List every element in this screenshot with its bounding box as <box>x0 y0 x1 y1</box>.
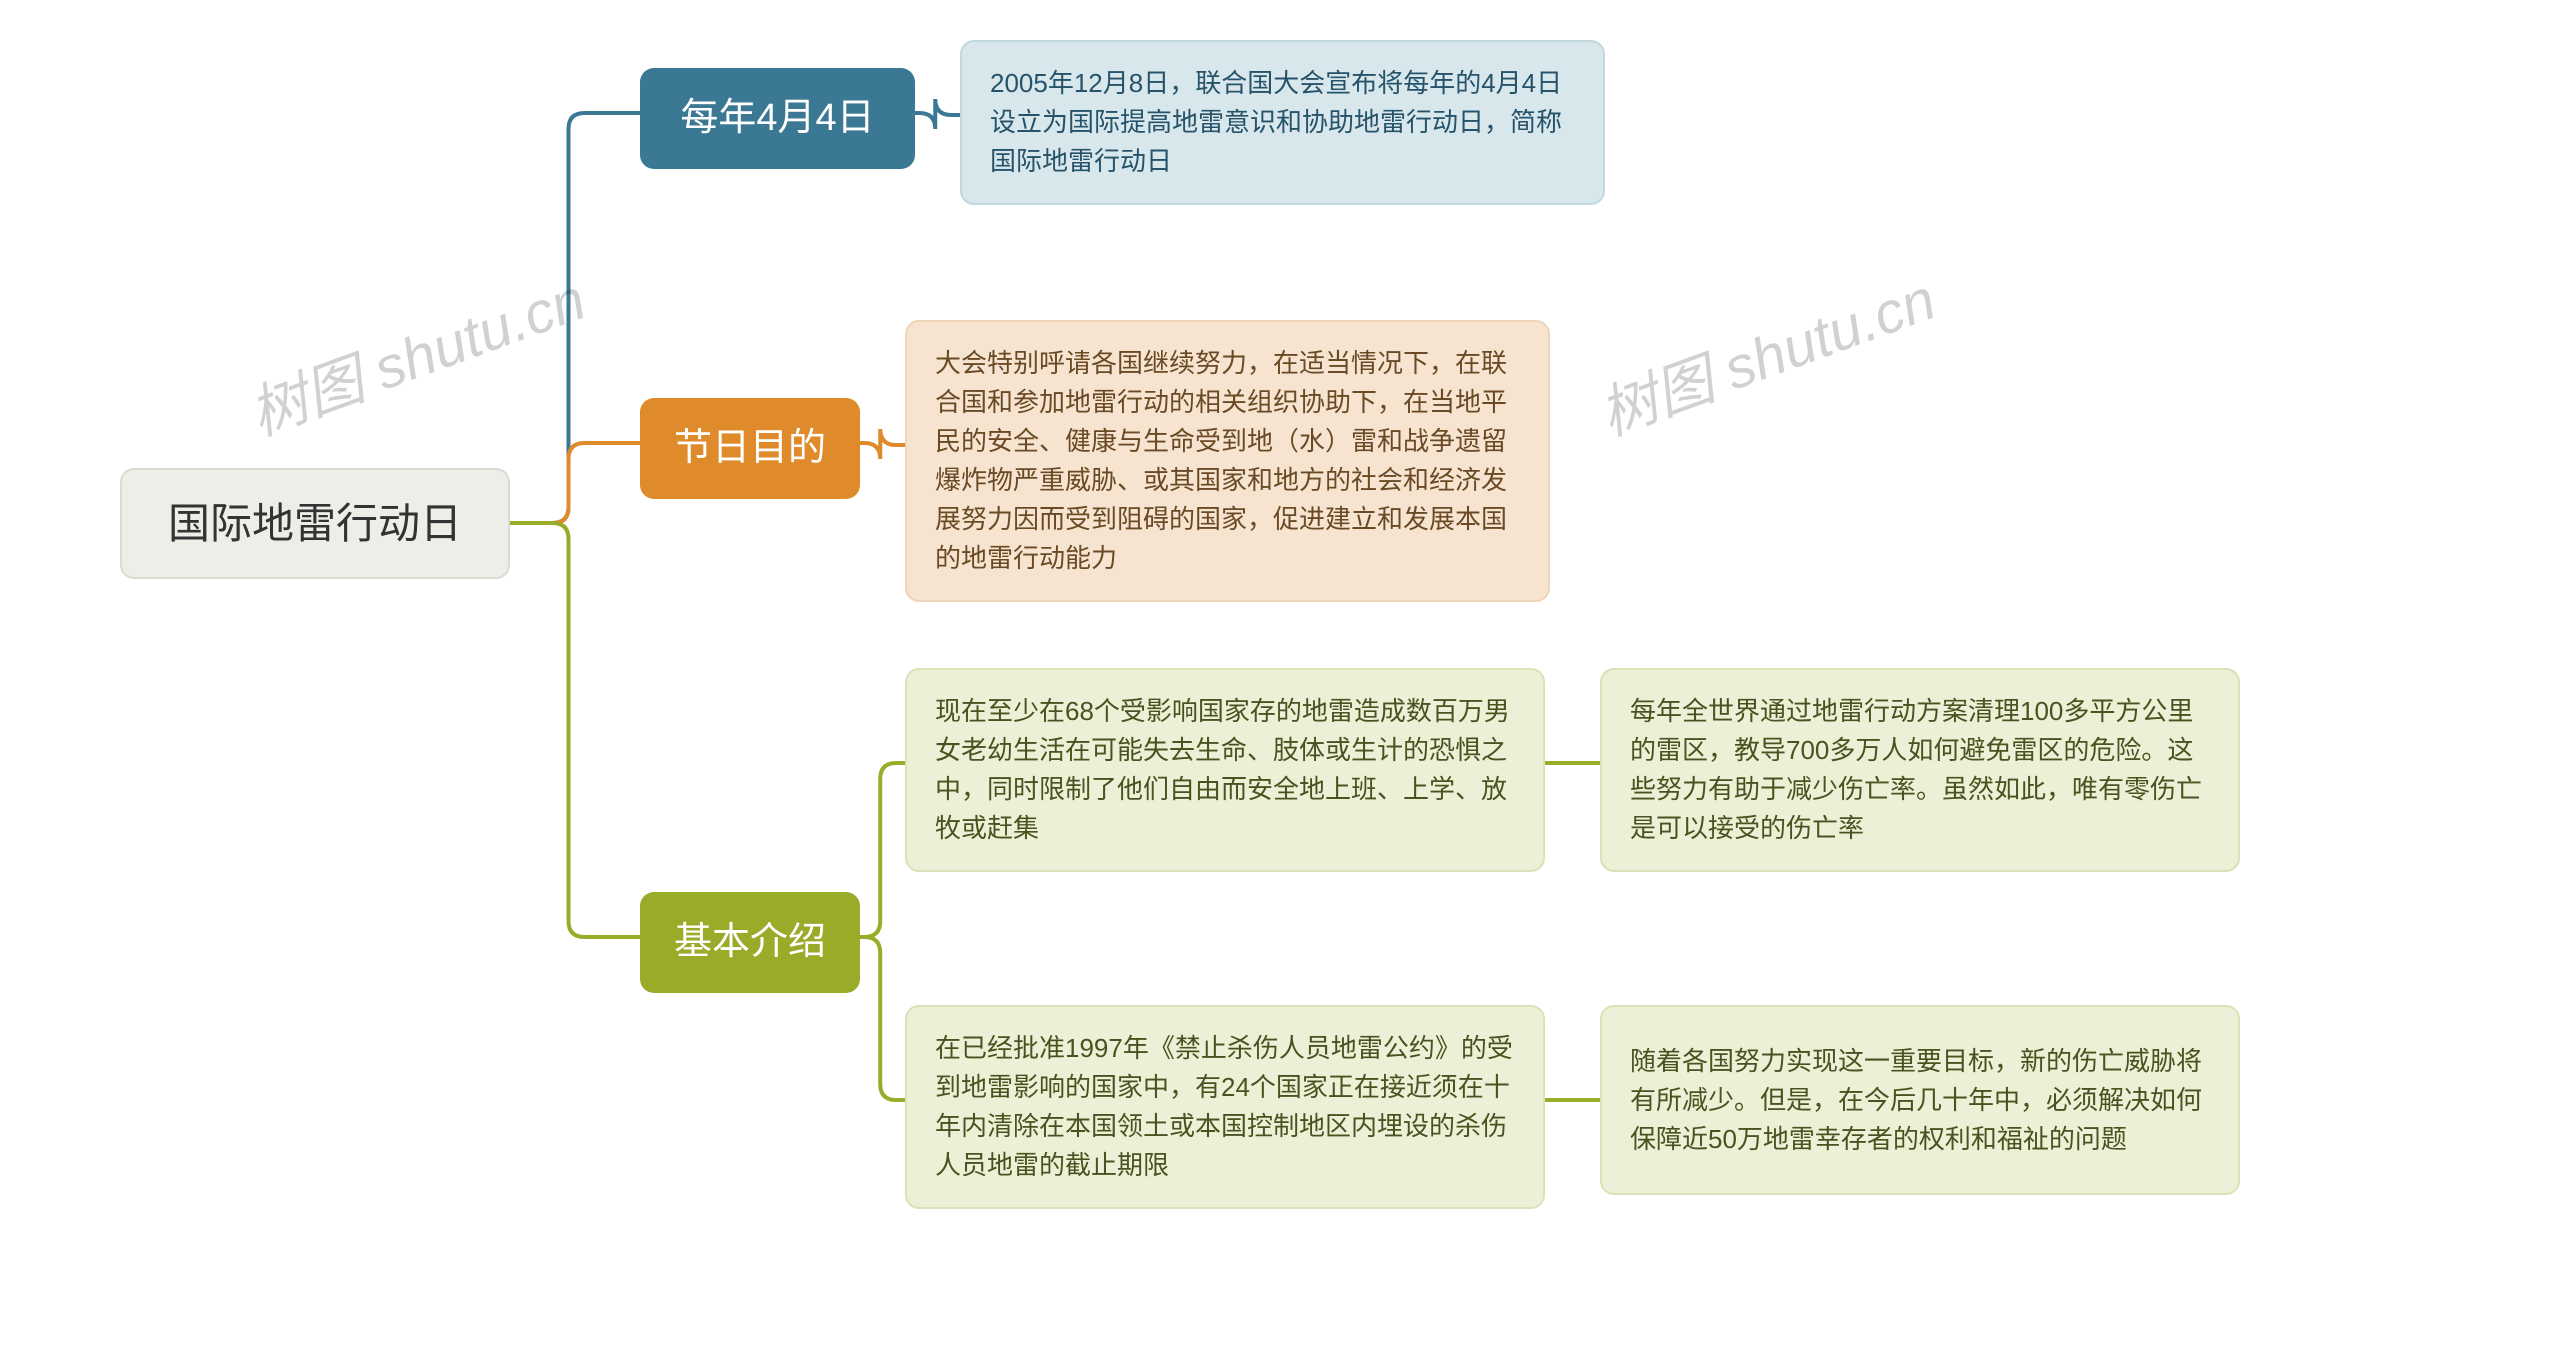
watermark-0: 树图 shutu.cn <box>236 252 595 451</box>
root-node: 国际地雷行动日 <box>120 468 510 579</box>
watermark-1: 树图 shutu.cn <box>1586 252 1945 451</box>
leaf-node-2-1-0: 随着各国努力实现这一重要目标，新的伤亡威胁将有所减少。但是，在今后几十年中，必须… <box>1600 1005 2240 1195</box>
leaf-node-2-0: 现在至少在68个受影响国家存的地雷造成数百万男女老幼生活在可能失去生命、肢体或生… <box>905 668 1545 872</box>
branch-node-0: 每年4月4日 <box>640 68 915 169</box>
leaf-node-2-0-0: 每年全世界通过地雷行动方案清理100多平方公里的雷区，教导700多万人如何避免雷… <box>1600 668 2240 872</box>
leaf-node-1-0: 大会特别呼请各国继续努力，在适当情况下，在联合国和参加地雷行动的相关组织协助下，… <box>905 320 1550 602</box>
branch-node-2: 基本介绍 <box>640 892 860 993</box>
leaf-node-2-1: 在已经批准1997年《禁止杀伤人员地雷公约》的受到地雷影响的国家中，有24个国家… <box>905 1005 1545 1209</box>
branch-node-1: 节日目的 <box>640 398 860 499</box>
leaf-node-0-0: 2005年12月8日，联合国大会宣布将每年的4月4日设立为国际提高地雷意识和协助… <box>960 40 1605 205</box>
